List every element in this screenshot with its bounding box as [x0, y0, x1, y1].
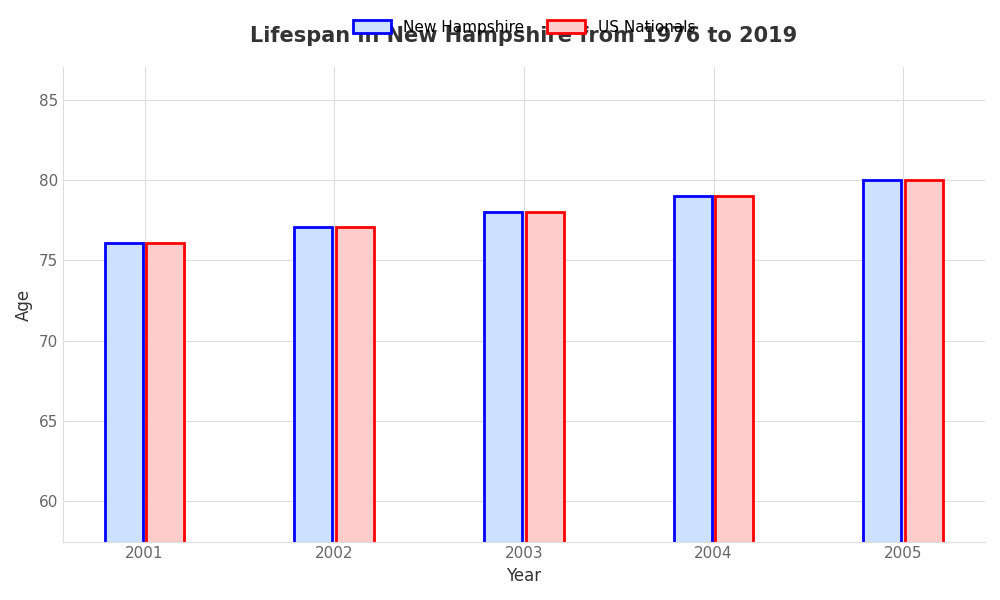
Bar: [484, 212, 522, 600]
X-axis label: Year: Year: [506, 567, 541, 585]
Bar: [863, 180, 901, 600]
Bar: [105, 242, 143, 600]
Bar: [905, 180, 943, 600]
Title: Lifespan in New Hampshire from 1976 to 2019: Lifespan in New Hampshire from 1976 to 2…: [250, 26, 798, 46]
Legend: New Hampshire, US Nationals: New Hampshire, US Nationals: [347, 13, 701, 41]
Bar: [526, 212, 564, 600]
Bar: [674, 196, 712, 600]
Bar: [715, 196, 753, 600]
Bar: [294, 227, 332, 600]
Bar: [336, 227, 374, 600]
Bar: [146, 242, 184, 600]
Y-axis label: Age: Age: [15, 289, 33, 320]
